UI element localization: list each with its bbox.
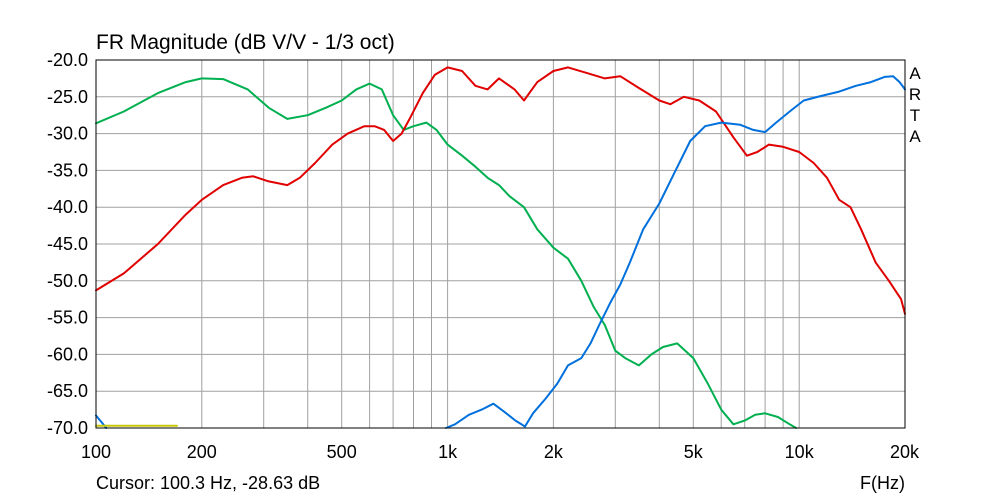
- x-tick-label: 20k: [890, 442, 920, 462]
- plot-frame: [95, 59, 906, 429]
- y-tick-label: -30.0: [47, 124, 88, 144]
- y-tick-label: -20.0: [47, 50, 88, 70]
- x-tick-label: 100: [81, 442, 111, 462]
- series-line-3: [95, 75, 906, 429]
- y-tick-label: -45.0: [47, 234, 88, 254]
- watermark-letter: A: [909, 64, 921, 83]
- y-tick-label: -35.0: [47, 160, 88, 180]
- x-tick-label: 1k: [438, 442, 458, 462]
- x-tick-labels: 100 200 500 1k 2k 5k 10k 20k: [81, 442, 920, 462]
- chart-title: FR Magnitude (dB V/V - 1/3 oct): [96, 31, 395, 54]
- x-tick-label: 200: [187, 442, 217, 462]
- x-tick-label: 10k: [785, 442, 815, 462]
- y-tick-label: -70.0: [47, 418, 88, 438]
- series-line-1: [95, 77, 798, 429]
- y-tick-label: -50.0: [47, 271, 88, 291]
- y-tick-label: -55.0: [47, 308, 88, 328]
- y-tick-labels: -20.0 -25.0 -30.0 -35.0 -40.0 -45.0 -50.0 -55.0…: [47, 50, 88, 438]
- x-tick-label: 500: [327, 442, 357, 462]
- grid: [96, 60, 905, 428]
- x-tick-label: 2k: [544, 442, 564, 462]
- watermark-letter: T: [910, 106, 920, 125]
- x-axis-label: F(Hz): [860, 473, 905, 493]
- x-tick-label: 5k: [684, 442, 704, 462]
- y-tick-label: -40.0: [47, 197, 88, 217]
- y-tick-label: -60.0: [47, 344, 88, 364]
- plot-lines: [95, 66, 906, 429]
- watermark-letter: A: [909, 127, 921, 146]
- series-line-2: [95, 66, 906, 315]
- y-tick-label: -25.0: [47, 87, 88, 107]
- y-tick-label: -65.0: [47, 381, 88, 401]
- cursor-readout: Cursor: 100.3 Hz, -28.63 dB: [96, 473, 320, 493]
- watermark-letter: R: [909, 85, 921, 104]
